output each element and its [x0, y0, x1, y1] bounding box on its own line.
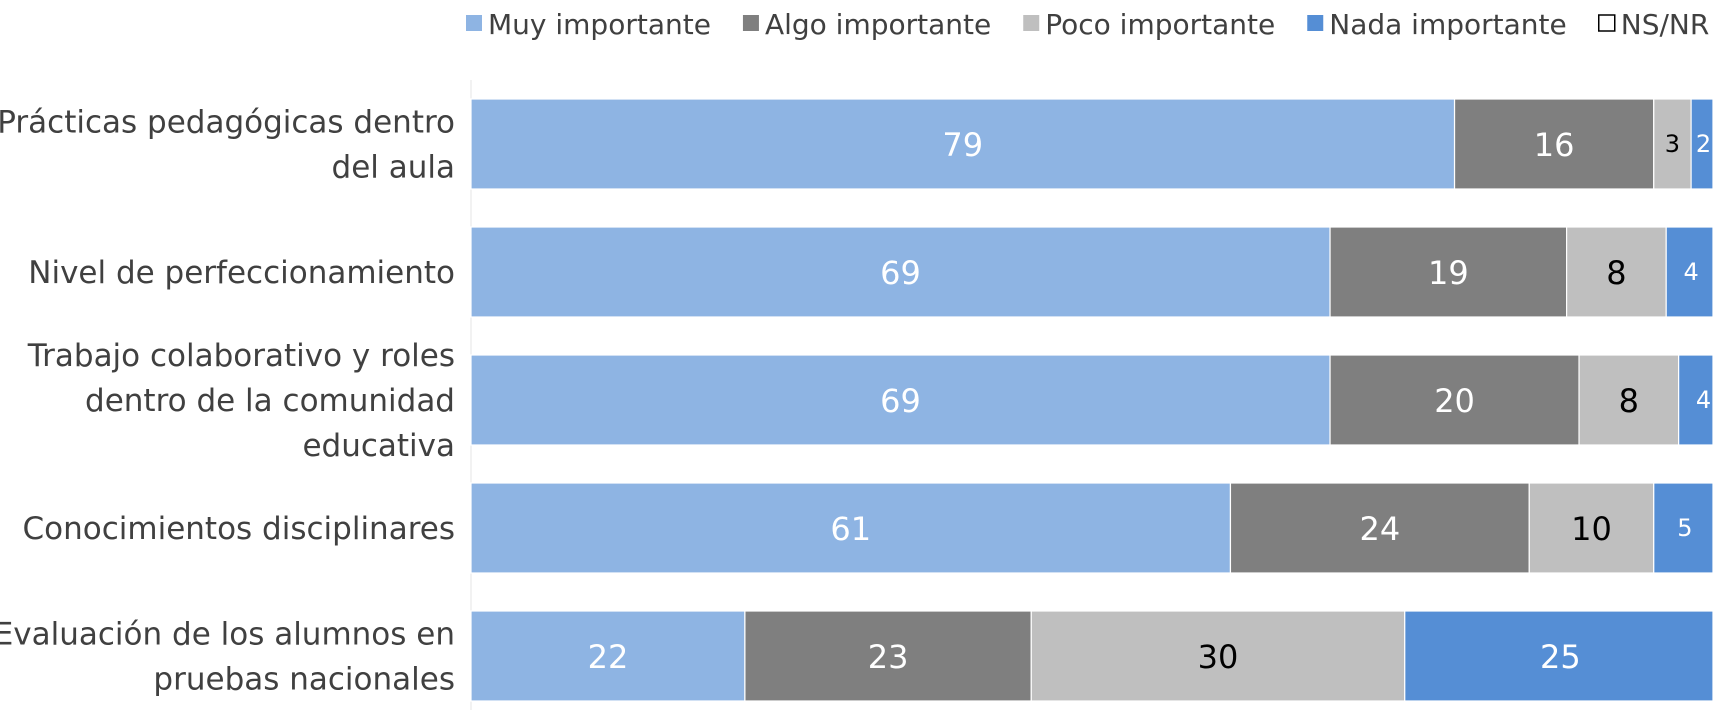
- bar-segment: [1030, 610, 1406, 702]
- data-label: 8: [1619, 382, 1639, 420]
- bar-segment: [1329, 226, 1568, 318]
- bar-segment: [1528, 482, 1655, 574]
- category-label-line: del aula: [332, 150, 455, 186]
- bar-segment: [744, 610, 1032, 702]
- legend-swatch: [742, 15, 759, 31]
- category-label-line: Prácticas pedagógicas dentro: [0, 105, 455, 141]
- data-label: 3: [1665, 130, 1680, 158]
- data-label: 79: [942, 126, 983, 164]
- data-label: 16: [1534, 126, 1575, 164]
- category-label-line: Trabajo colaborativo y roles: [27, 338, 455, 374]
- bar-segment: [1653, 98, 1692, 190]
- legend-swatch: [1023, 15, 1040, 31]
- data-label: 69: [880, 382, 921, 420]
- category-label: Conocimientos disciplinares: [23, 511, 455, 547]
- bar-segment: [1453, 98, 1655, 190]
- bar-segment: [1404, 610, 1713, 702]
- data-label: 4: [1683, 258, 1698, 286]
- data-label: 19: [1428, 254, 1469, 292]
- bar-segment: [1578, 354, 1680, 446]
- legend-label: Algo importante: [765, 8, 991, 41]
- data-label: 10: [1571, 510, 1612, 548]
- category-label-line: Evaluación de los alumnos en: [0, 617, 455, 653]
- category-label: Evaluación de los alumnos en pruebas naci…: [0, 617, 455, 698]
- category-label-line: Conocimientos disciplinares: [23, 511, 455, 547]
- category-label-line: educativa: [302, 428, 455, 464]
- bar-segment: [470, 98, 1456, 190]
- data-label: 5: [1677, 514, 1692, 542]
- bar-segment: [1678, 354, 1713, 446]
- bar-segment: [1329, 354, 1580, 446]
- category-label: Trabajo colaborativo y roles dentro de la…: [27, 338, 455, 464]
- legend-swatch: [1307, 15, 1324, 31]
- data-label: 69: [880, 254, 921, 292]
- data-label: 23: [868, 638, 909, 676]
- category-label-line: dentro de la comunidad: [85, 383, 455, 419]
- category-label: Nivel de perfeccionamiento: [28, 255, 455, 291]
- data-label: 24: [1359, 510, 1400, 548]
- legend-label: Poco importante: [1045, 8, 1275, 41]
- category-label-line: Nivel de perfeccionamiento: [28, 255, 455, 291]
- data-label: 4: [1696, 386, 1711, 414]
- data-label: 25: [1540, 638, 1581, 676]
- data-label: 30: [1198, 638, 1239, 676]
- category-label: Prácticas pedagógicas dentro del aula: [0, 105, 455, 186]
- legend-label: Muy importante: [488, 8, 711, 41]
- data-label: 20: [1434, 382, 1475, 420]
- legend-label: NS/NR: [1621, 8, 1710, 41]
- data-label: 8: [1606, 254, 1626, 292]
- bar-segment: [1229, 482, 1530, 574]
- data-label: 2: [1696, 130, 1711, 158]
- category-label-line: pruebas nacionales: [153, 662, 455, 698]
- data-label: 61: [830, 510, 871, 548]
- legend-swatch: [466, 15, 482, 31]
- data-label: 22: [588, 638, 629, 676]
- bar-segment: [1653, 482, 1713, 574]
- bar-segment: [470, 610, 746, 702]
- legend-swatch: [1598, 14, 1616, 32]
- legend-label: Nada importante: [1329, 8, 1567, 41]
- bar-segment: [1565, 226, 1667, 318]
- bar-segment: [470, 226, 1331, 318]
- bar-segment: [470, 482, 1232, 574]
